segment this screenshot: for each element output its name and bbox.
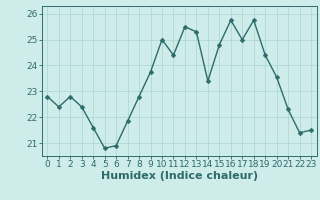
X-axis label: Humidex (Indice chaleur): Humidex (Indice chaleur) [100, 171, 258, 181]
